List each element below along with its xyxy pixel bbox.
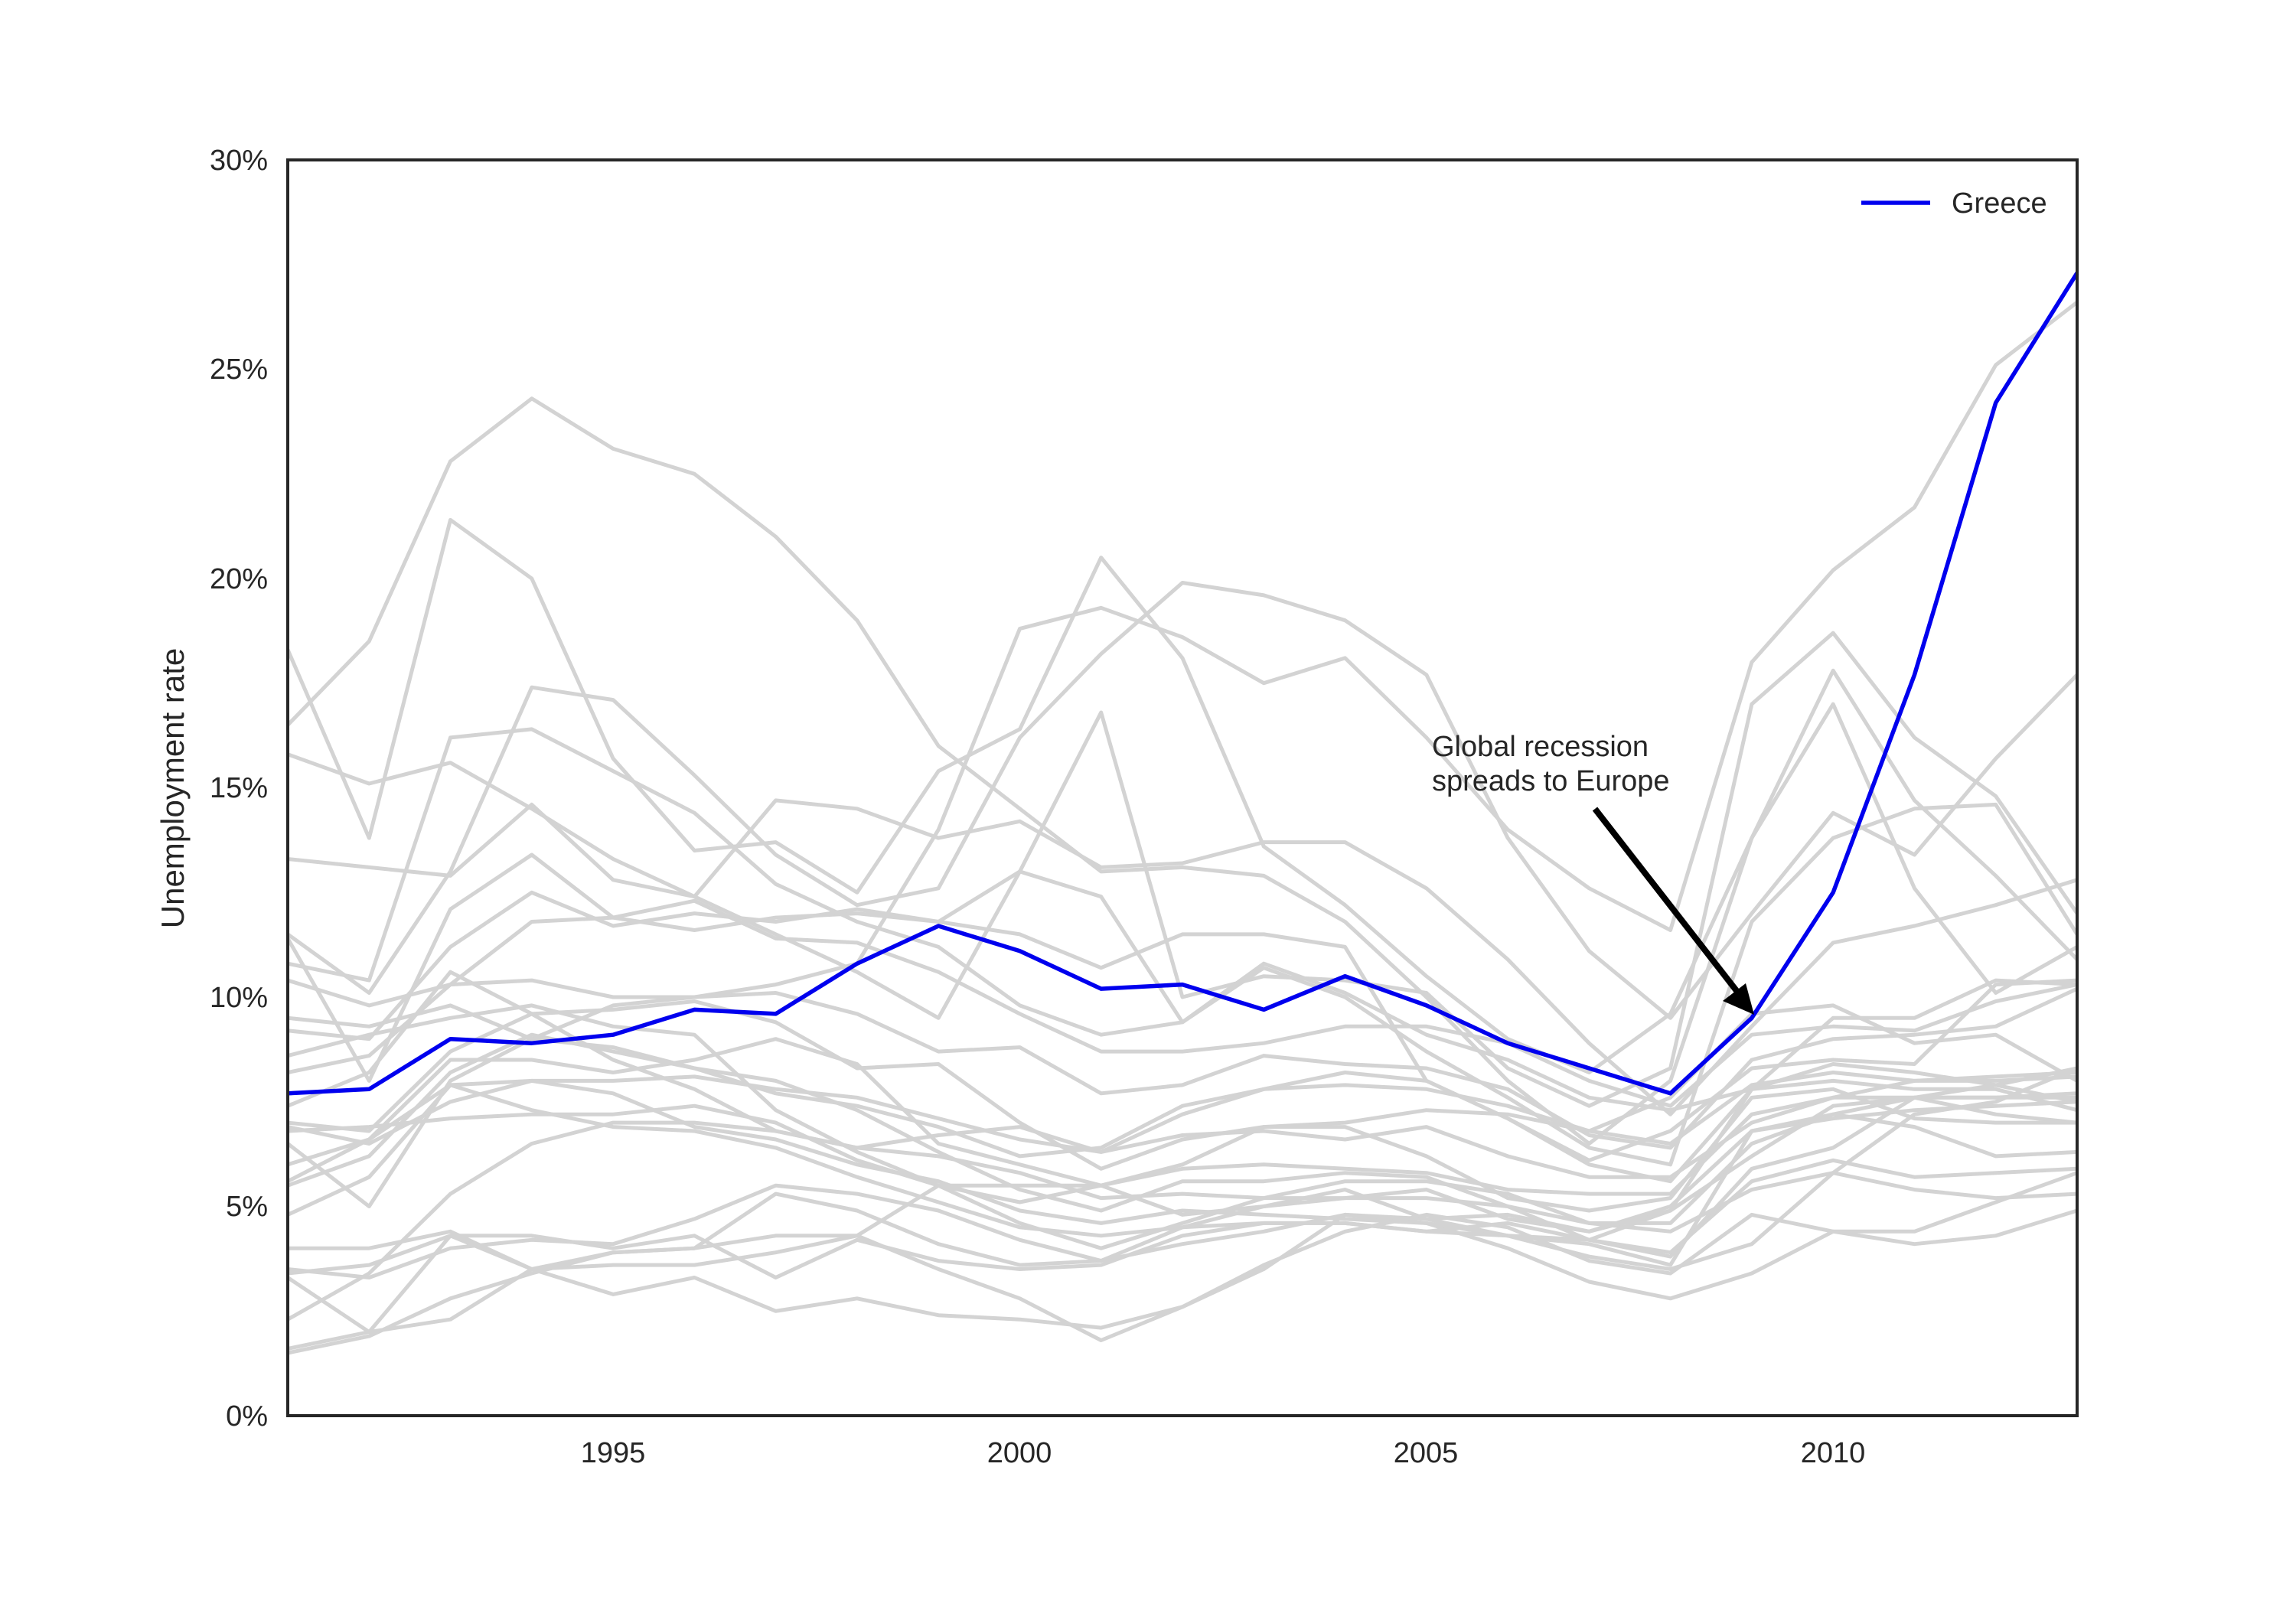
y-tick-label: 25% [210,354,268,386]
x-tick-label: 2005 [1394,1437,1459,1469]
background-series-line-23 [287,1095,2077,1204]
y-axis-ticks: 0% 5% 10% 15% 20% 25% 30% [210,145,268,1433]
legend-label-greece: Greece [1952,187,2047,220]
background-series-line-21 [287,1003,2078,1250]
background-series-line-27 [287,1100,2078,1279]
background-series-group [285,301,2079,1355]
background-series-line-17 [286,1071,2078,1322]
background-series-line-7 [287,727,2079,1167]
background-series-line-2 [285,517,2079,1074]
annotation-text-line-2: spreads to Europe [1432,765,1670,797]
background-series-line-6 [287,798,2078,1116]
greece-series-line [287,272,2079,1096]
background-series-line-18 [287,999,2077,1213]
background-series-line-25 [286,1171,2078,1342]
background-series-line-1 [286,396,2079,1146]
y-tick-label: 10% [210,982,268,1014]
y-axis-label: Unemployment rate [155,648,191,929]
background-series-line-5 [287,631,2079,1108]
background-series-line-4 [286,301,2079,1208]
background-series-line-11 [287,978,2079,1150]
background-series-line-13 [287,1003,2079,1188]
background-series-line-14 [288,1171,2078,1271]
x-axis-ticks: 1995 2000 2005 2010 [581,1437,1866,1469]
y-tick-label: 0% [226,1400,268,1433]
annotation-arrow-shaft [1592,807,1740,994]
x-tick-label: 2010 [1801,1437,1866,1469]
background-series-line-9 [287,869,2078,1113]
annotation-arrow-head [1723,983,1754,1015]
legend: Greece [1861,187,2047,220]
background-series-line-3 [286,581,2079,1020]
y-tick-label: 20% [210,563,268,595]
background-series-line-10 [287,898,2078,1108]
y-tick-label: 15% [210,772,268,804]
y-tick-label: 30% [210,145,268,177]
x-tick-label: 2000 [987,1437,1052,1469]
background-series-line-28 [287,1003,2078,1184]
y-tick-label: 5% [226,1191,268,1223]
annotation-text-line-1: Global recession [1432,731,1649,763]
x-tick-label: 1995 [581,1437,646,1469]
plot-frame [286,158,2079,1417]
background-series-line-15 [287,1208,2078,1351]
recession-annotation: Global recession spreads to Europe [1432,731,1754,1015]
